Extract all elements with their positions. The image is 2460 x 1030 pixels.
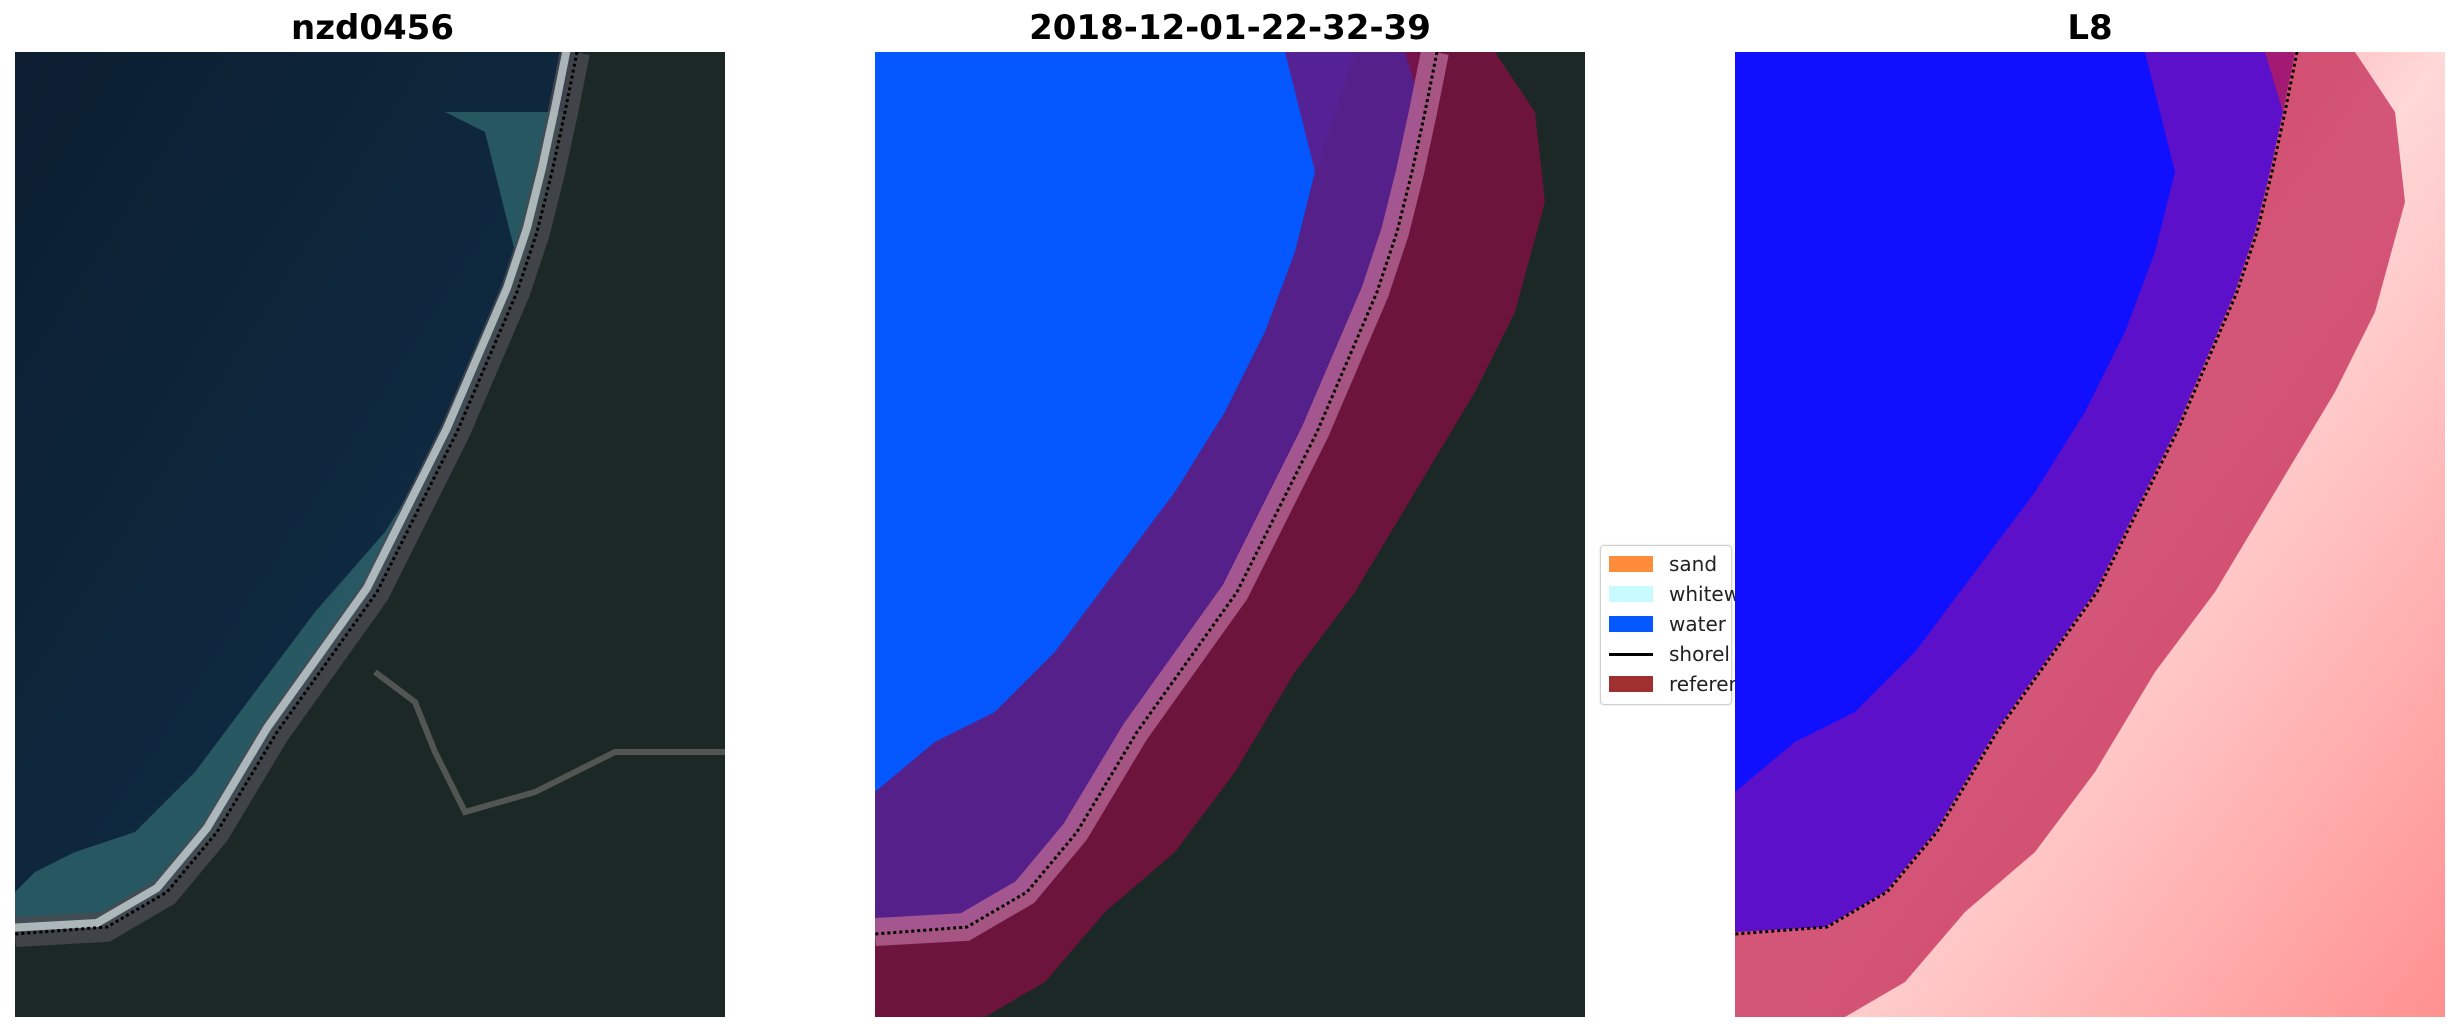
- index-image: [1735, 52, 2445, 1017]
- legend-label-water: water: [1669, 612, 1726, 636]
- panel-title-2: 2018-12-01-22-32-39: [1029, 8, 1431, 48]
- shoreline: [1735, 52, 2299, 936]
- legend-swatch-water: [1609, 616, 1653, 632]
- rgb-image-panel: [15, 52, 725, 1017]
- shoreline: [15, 52, 579, 936]
- water-class: [875, 52, 1355, 792]
- shoreline: [875, 52, 1439, 936]
- legend: sand whitew water shorel referen: [1600, 545, 1741, 705]
- rgb-image: [15, 52, 725, 1017]
- legend-swatch-sand: [1609, 556, 1653, 572]
- beach: [15, 52, 590, 947]
- panel-title-3: L8: [2067, 8, 2113, 48]
- legend-swatch-shoreline: [1609, 652, 1653, 656]
- panel-title-1: nzd0456: [291, 8, 454, 48]
- legend-label-shoreline: shorel: [1669, 642, 1730, 666]
- index-image-panel: [1735, 52, 2445, 1017]
- legend-item-reference: referen: [1609, 672, 1741, 696]
- legend-label-whitewater: whitew: [1669, 582, 1741, 606]
- reference-buffer-sea: [1735, 52, 2295, 932]
- whitewater: [15, 52, 571, 932]
- legend-label-reference: referen: [1669, 672, 1742, 696]
- sand-overlay: [875, 52, 1449, 946]
- track: [373, 669, 725, 816]
- legend-item-shoreline: shorel: [1609, 642, 1730, 666]
- reference-buffer-sea: [875, 52, 1435, 932]
- legend-label-sand: sand: [1669, 552, 1718, 576]
- legend-swatch-reference: [1609, 676, 1653, 692]
- legend-swatch-whitewater: [1609, 586, 1653, 602]
- classified-image-panel: [875, 52, 1585, 1017]
- surf-zone: [15, 112, 563, 932]
- classified-image: [875, 52, 1585, 1017]
- legend-item-sand: sand: [1609, 552, 1717, 576]
- ocean-area: [15, 52, 575, 932]
- legend-item-water: water: [1609, 612, 1726, 636]
- legend-item-whitewater: whitew: [1609, 582, 1740, 606]
